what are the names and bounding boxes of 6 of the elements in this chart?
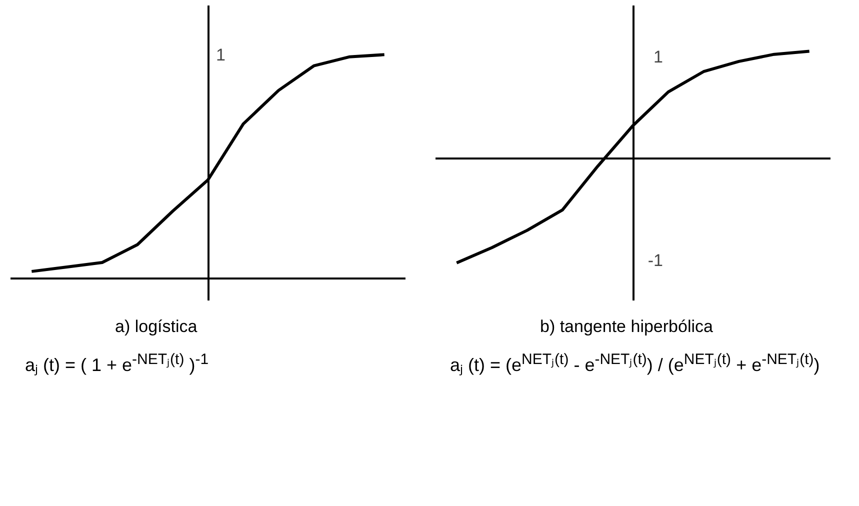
x-axis-title: a) logística	[115, 316, 198, 338]
annotation: 1	[216, 46, 226, 65]
x-axis-title: b) tangente hiperbólica	[540, 316, 713, 338]
y-tick-label: -1	[648, 250, 664, 270]
text: aⱼ (t) = ( 1 + e$^{-NETⱼ(t)}$ )$^{-1}$	[25, 350, 209, 378]
text: aⱼ (t) = (e$^{NETⱼ(t)}$ - e$^{-NETⱼ(t)}$) / (e$^{NETⱼ(t)}$ + e$^{-NETⱼ(t)}$)	[450, 351, 820, 376]
